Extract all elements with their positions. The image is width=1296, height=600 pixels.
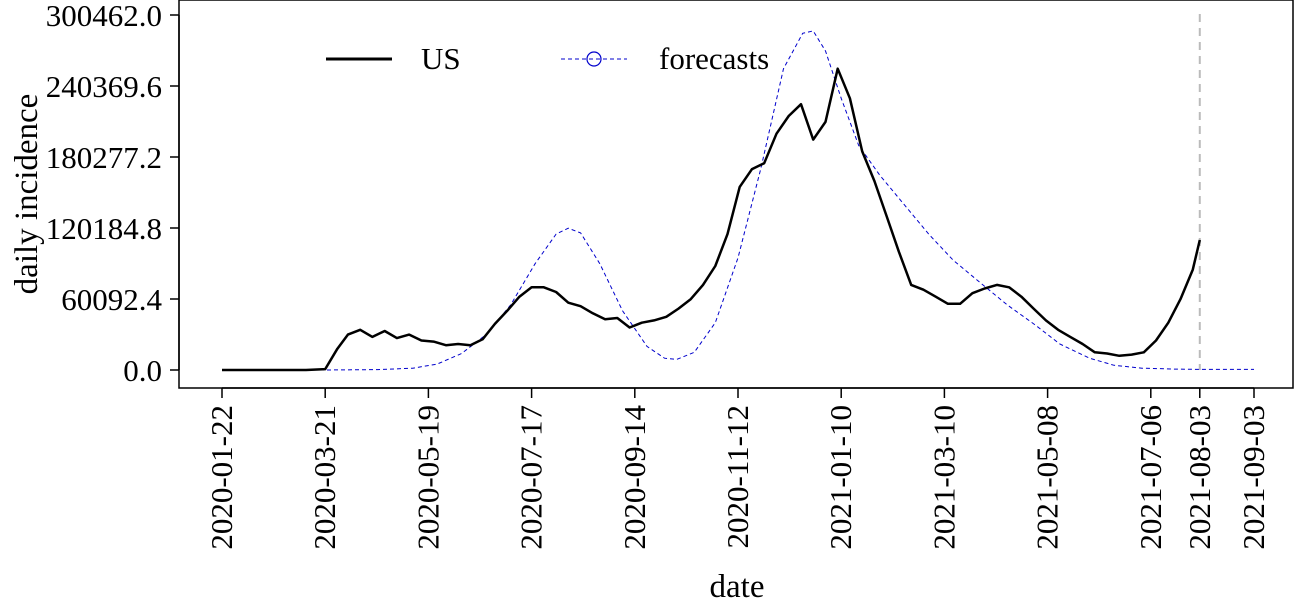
x-tick-label: 2021-01-10	[823, 405, 858, 550]
y-axis: 0.0 60092.4 120184.8 180277.2 240369.6 300462…	[46, 0, 180, 388]
legend: US forecasts	[326, 41, 769, 76]
legend-us-label: US	[421, 41, 461, 76]
legend-forecasts-label: forecasts	[659, 41, 769, 76]
x-tick-label: 2021-09-03	[1236, 405, 1271, 550]
x-axis: 2020-01-22 2020-03-21 2020-05-19 2020-07-17…	[204, 387, 1271, 550]
forecast-layer	[222, 30, 1254, 371]
series-forecasts-line	[222, 30, 1254, 371]
x-axis-title: date	[710, 569, 765, 600]
x-tick-label: 2021-05-08	[1030, 405, 1065, 550]
x-tick-label: 2020-07-17	[514, 405, 549, 550]
x-tick-label: 2020-05-19	[410, 405, 445, 550]
y-tick-label: 120184.8	[46, 211, 162, 246]
x-tick-label: 2020-11-12	[720, 405, 755, 549]
x-tick-label: 2021-08-03	[1182, 405, 1217, 550]
x-tick-label: 2021-03-10	[926, 405, 961, 550]
y-tick-label: 300462.0	[46, 0, 162, 33]
y-axis-title: daily incidence	[9, 94, 45, 295]
legend-forecasts-marker	[586, 51, 602, 67]
y-tick-label: 240369.6	[46, 69, 162, 104]
y-tick-label: 60092.4	[61, 282, 162, 317]
series-us-line	[222, 67, 1202, 372]
x-tick-label: 2020-01-22	[204, 405, 239, 550]
x-tick-label: 2020-09-14	[617, 405, 652, 550]
x-tick-label: 2020-03-21	[307, 405, 342, 550]
y-tick-label: 0.0	[123, 353, 162, 388]
x-tick-label: 2021-07-06	[1133, 405, 1168, 550]
series-layer	[222, 67, 1202, 372]
y-tick-label: 180277.2	[46, 140, 162, 175]
